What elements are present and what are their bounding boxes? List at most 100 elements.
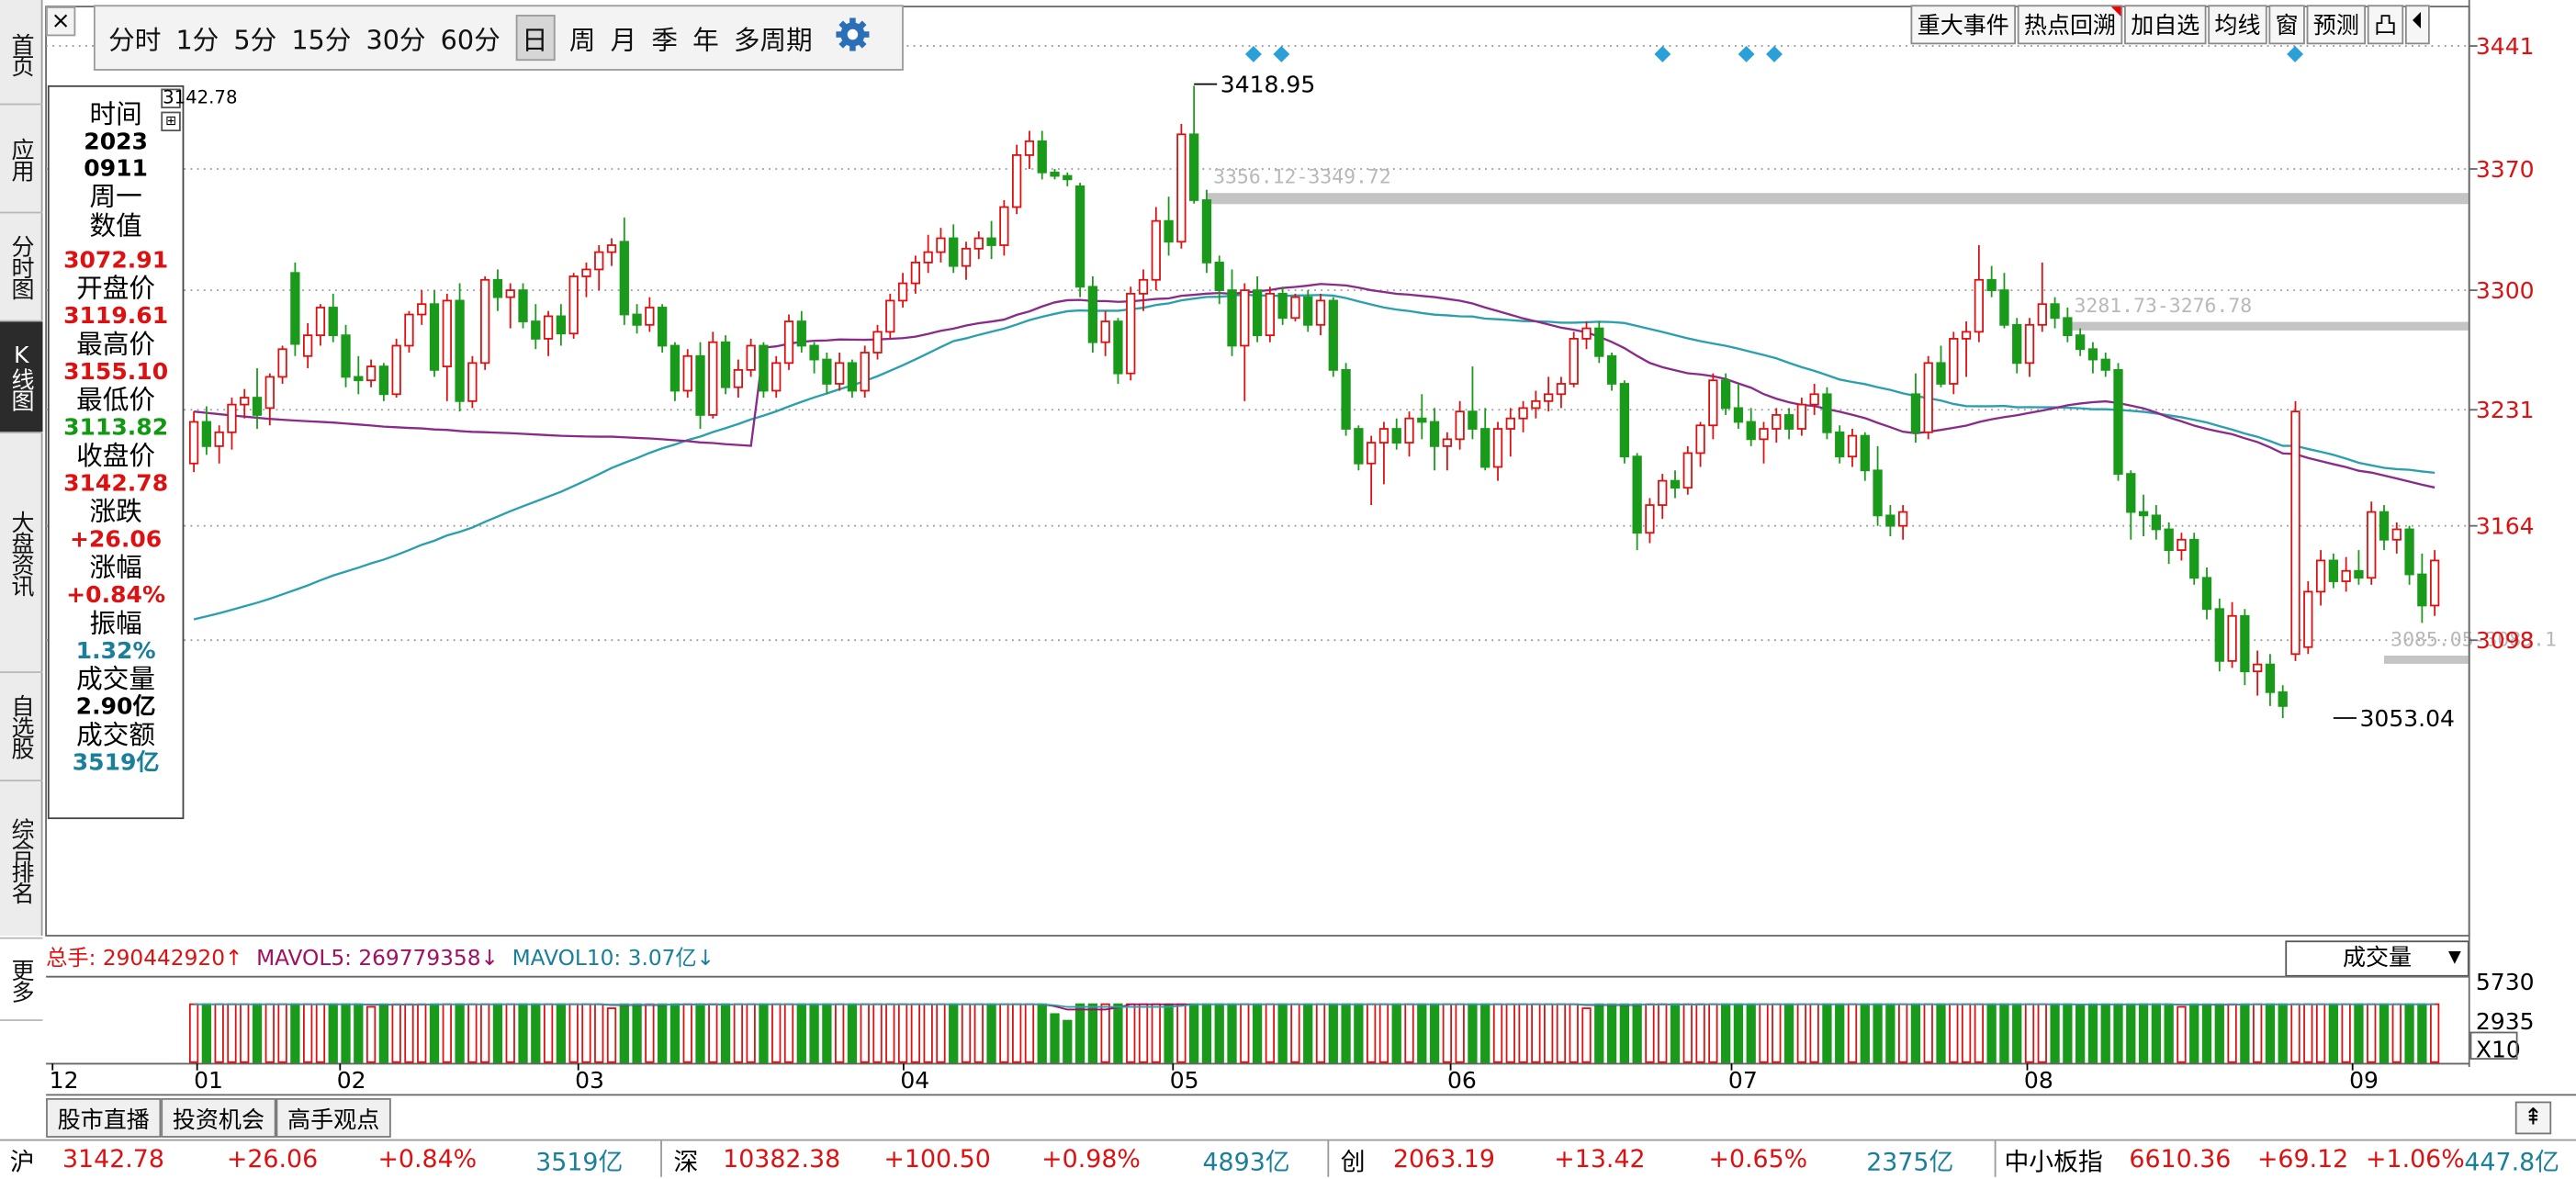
volume-bar [1936, 1003, 1946, 1063]
bottom-tab-1[interactable]: 投资机会 [161, 1097, 276, 1138]
candle [1632, 453, 1642, 551]
candle-body [1658, 479, 1668, 506]
top-btn-3[interactable]: 均线 [2208, 5, 2267, 45]
volume-bar [1986, 1003, 1997, 1063]
event-markers[interactable] [1244, 46, 2304, 62]
bottom-tab-2[interactable]: 高手观点 [276, 1097, 391, 1138]
candle-body [1303, 296, 1313, 326]
volume-bar [1910, 1003, 1921, 1063]
candle [1012, 144, 1022, 215]
volume-bar [1050, 1013, 1060, 1063]
ma-mid-line [193, 283, 2435, 489]
volume-bar [872, 1003, 883, 1063]
volume-bar [2253, 1003, 2263, 1063]
candle [1961, 321, 1972, 377]
info-panel-grip-icon[interactable]: ⊞ [161, 111, 181, 132]
candle [480, 275, 490, 370]
candle [303, 322, 313, 368]
top-btn-1[interactable]: 热点回溯 [2017, 5, 2123, 45]
period-2[interactable]: 5分 [233, 24, 277, 56]
x10-box [2469, 1031, 2518, 1060]
nav-item-label: 自选股 [7, 694, 35, 758]
volume-bar [2303, 1003, 2313, 1063]
candle-body [973, 237, 984, 250]
sh-name[interactable]: 沪 [9, 1147, 35, 1177]
period-4[interactable]: 30分 [366, 24, 426, 56]
top-btn-7[interactable]: ⏴ [2404, 5, 2430, 45]
candle [467, 355, 478, 409]
volume-bar [1240, 1003, 1250, 1063]
volume-bar [2037, 1003, 2047, 1063]
index-ticker: 沪 3142.78 +26.06 +0.84% 3519亿 深 10382.38… [0, 1139, 2576, 1177]
volume-bar [2100, 1003, 2110, 1063]
info-panel-close-button[interactable]: 3142.78 [161, 86, 238, 108]
x-tick-label: 08 [2024, 1067, 2053, 1094]
top-btn-5[interactable]: 预测 [2306, 5, 2367, 45]
amount-value: 3519亿 [72, 749, 160, 777]
period-8[interactable]: 月 [610, 24, 637, 56]
nav-item-1[interactable]: 应用 [0, 105, 43, 214]
sz-pct: +0.98% [1041, 1144, 1141, 1174]
top-right-toolbar: 重大事件 热点回溯 加自选 均线窗预测凸 ⏴ [1910, 5, 2431, 45]
volume-bar [404, 1003, 414, 1063]
zx-name[interactable]: 中小板指 [2004, 1147, 2103, 1177]
nav-item-6[interactable]: 综合排名 [0, 781, 43, 939]
period-6[interactable]: 日 [514, 15, 555, 62]
period-5[interactable]: 60分 [440, 24, 501, 56]
candle-body [619, 241, 629, 316]
candle [2404, 525, 2414, 585]
nav-item-4[interactable]: 大盘资讯 [0, 433, 43, 673]
indicator-select[interactable]: 成交量 ▼ [2285, 940, 2469, 977]
candle [645, 297, 655, 332]
left-nav: 首页 应用 分时图 K线图 大盘资讯自选股综合排名 更多 [0, 0, 43, 1021]
k-line-chart[interactable]: 3356.12-3349.723281.73-3276.783085.05-30… [0, 0, 2576, 1096]
volume-bar [1063, 1019, 1073, 1063]
x-tick-label: 06 [1447, 1067, 1477, 1094]
nav-item-7[interactable]: 更多 [0, 939, 43, 1021]
period-11[interactable]: 多周期 [733, 24, 813, 56]
sz-name[interactable]: 深 [673, 1147, 699, 1177]
x-tick-label: 01 [194, 1067, 223, 1094]
nav-item-3[interactable]: K线图 [0, 321, 43, 433]
candle-body [1923, 362, 1933, 433]
top-btn-4[interactable]: 窗 [2268, 5, 2305, 45]
candle [1682, 445, 1693, 495]
candle-body [1860, 434, 1870, 472]
period-9[interactable]: 季 [651, 24, 679, 56]
toolbar-close-button[interactable]: × [46, 6, 76, 37]
volume-bar [2050, 1003, 2060, 1063]
candle-body [2227, 614, 2237, 662]
volume-bar [214, 1003, 224, 1063]
event-marker-icon [1738, 46, 1755, 62]
candle-body [543, 315, 554, 340]
volume-bar [2087, 1003, 2098, 1063]
bottom-tab-0[interactable]: 股市直播 [46, 1097, 162, 1138]
nav-item-5[interactable]: 自选股 [0, 673, 43, 781]
candle-body [2417, 573, 2427, 607]
volume-bar [2189, 1003, 2199, 1063]
period-0[interactable]: 分时 [108, 24, 162, 56]
top-btn-0[interactable]: 重大事件 [1910, 5, 2016, 45]
volume-bar [1885, 1003, 1895, 1063]
gear-icon[interactable] [827, 17, 871, 59]
nav-item-0[interactable]: 首页 [0, 4, 43, 106]
period-3[interactable]: 15分 [291, 24, 352, 56]
candle-body [1759, 428, 1769, 441]
candle [1429, 408, 1440, 471]
period-10[interactable]: 年 [692, 24, 719, 56]
period-7[interactable]: 周 [568, 24, 596, 56]
candle [2315, 550, 2326, 606]
volume-bar [822, 1003, 832, 1063]
nav-item-2[interactable]: 分时图 [0, 213, 43, 322]
period-1[interactable]: 1分 [175, 24, 219, 56]
time-label: 时间 [89, 98, 142, 130]
cy-name[interactable]: 创 [1340, 1147, 1366, 1177]
scroll-top-button[interactable]: ⇞ [2514, 1101, 2552, 1135]
volume-bar [746, 1003, 756, 1063]
top-btn-6[interactable]: 凸 [2367, 5, 2404, 45]
volume-bar [771, 1003, 782, 1063]
candle [1417, 394, 1427, 440]
top-btn-2[interactable]: 加自选 [2124, 5, 2207, 45]
candle [1480, 408, 1490, 471]
candle-body [341, 334, 351, 378]
